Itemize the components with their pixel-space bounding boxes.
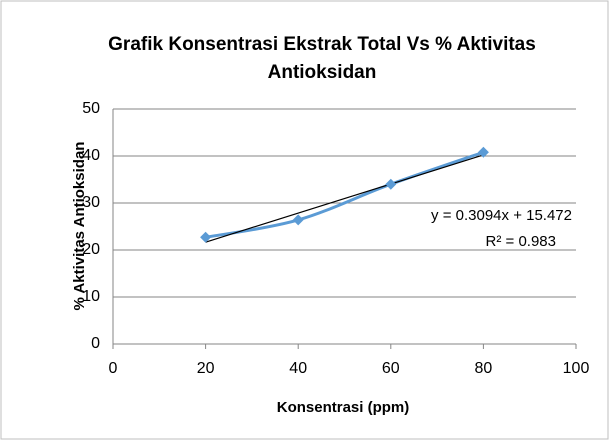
marker: [292, 214, 304, 226]
trendline-equation: y = 0.3094x + 15.472: [431, 207, 572, 224]
x-tick-label: 0: [109, 360, 118, 377]
chart-title: Antioksidan: [268, 62, 377, 83]
y-tick-label: 40: [82, 147, 100, 164]
y-tick-label: 10: [82, 288, 100, 305]
trendline: [205, 154, 484, 243]
y-tick-label: 20: [82, 241, 100, 258]
y-tick-label: 0: [91, 335, 100, 352]
y-tick-label: 30: [82, 194, 100, 211]
marker: [385, 178, 397, 190]
chart-title: Grafik Konsentrasi Ekstrak Total Vs % Ak…: [108, 34, 536, 55]
x-tick-label: 40: [289, 360, 307, 377]
marker: [477, 146, 489, 158]
series-line: [205, 150, 484, 239]
x-axis-label: Konsentrasi (ppm): [277, 399, 410, 416]
trendline-r2: R² = 0.983: [486, 233, 556, 250]
marker: [200, 231, 212, 243]
x-tick-label: 60: [382, 360, 400, 377]
x-tick-label: 20: [197, 360, 215, 377]
x-tick-label: 80: [475, 360, 493, 377]
y-tick-label: 50: [82, 100, 100, 117]
x-tick-label: 100: [563, 360, 590, 377]
y-axis-label: % Aktivitas Antioksidan: [71, 142, 88, 311]
